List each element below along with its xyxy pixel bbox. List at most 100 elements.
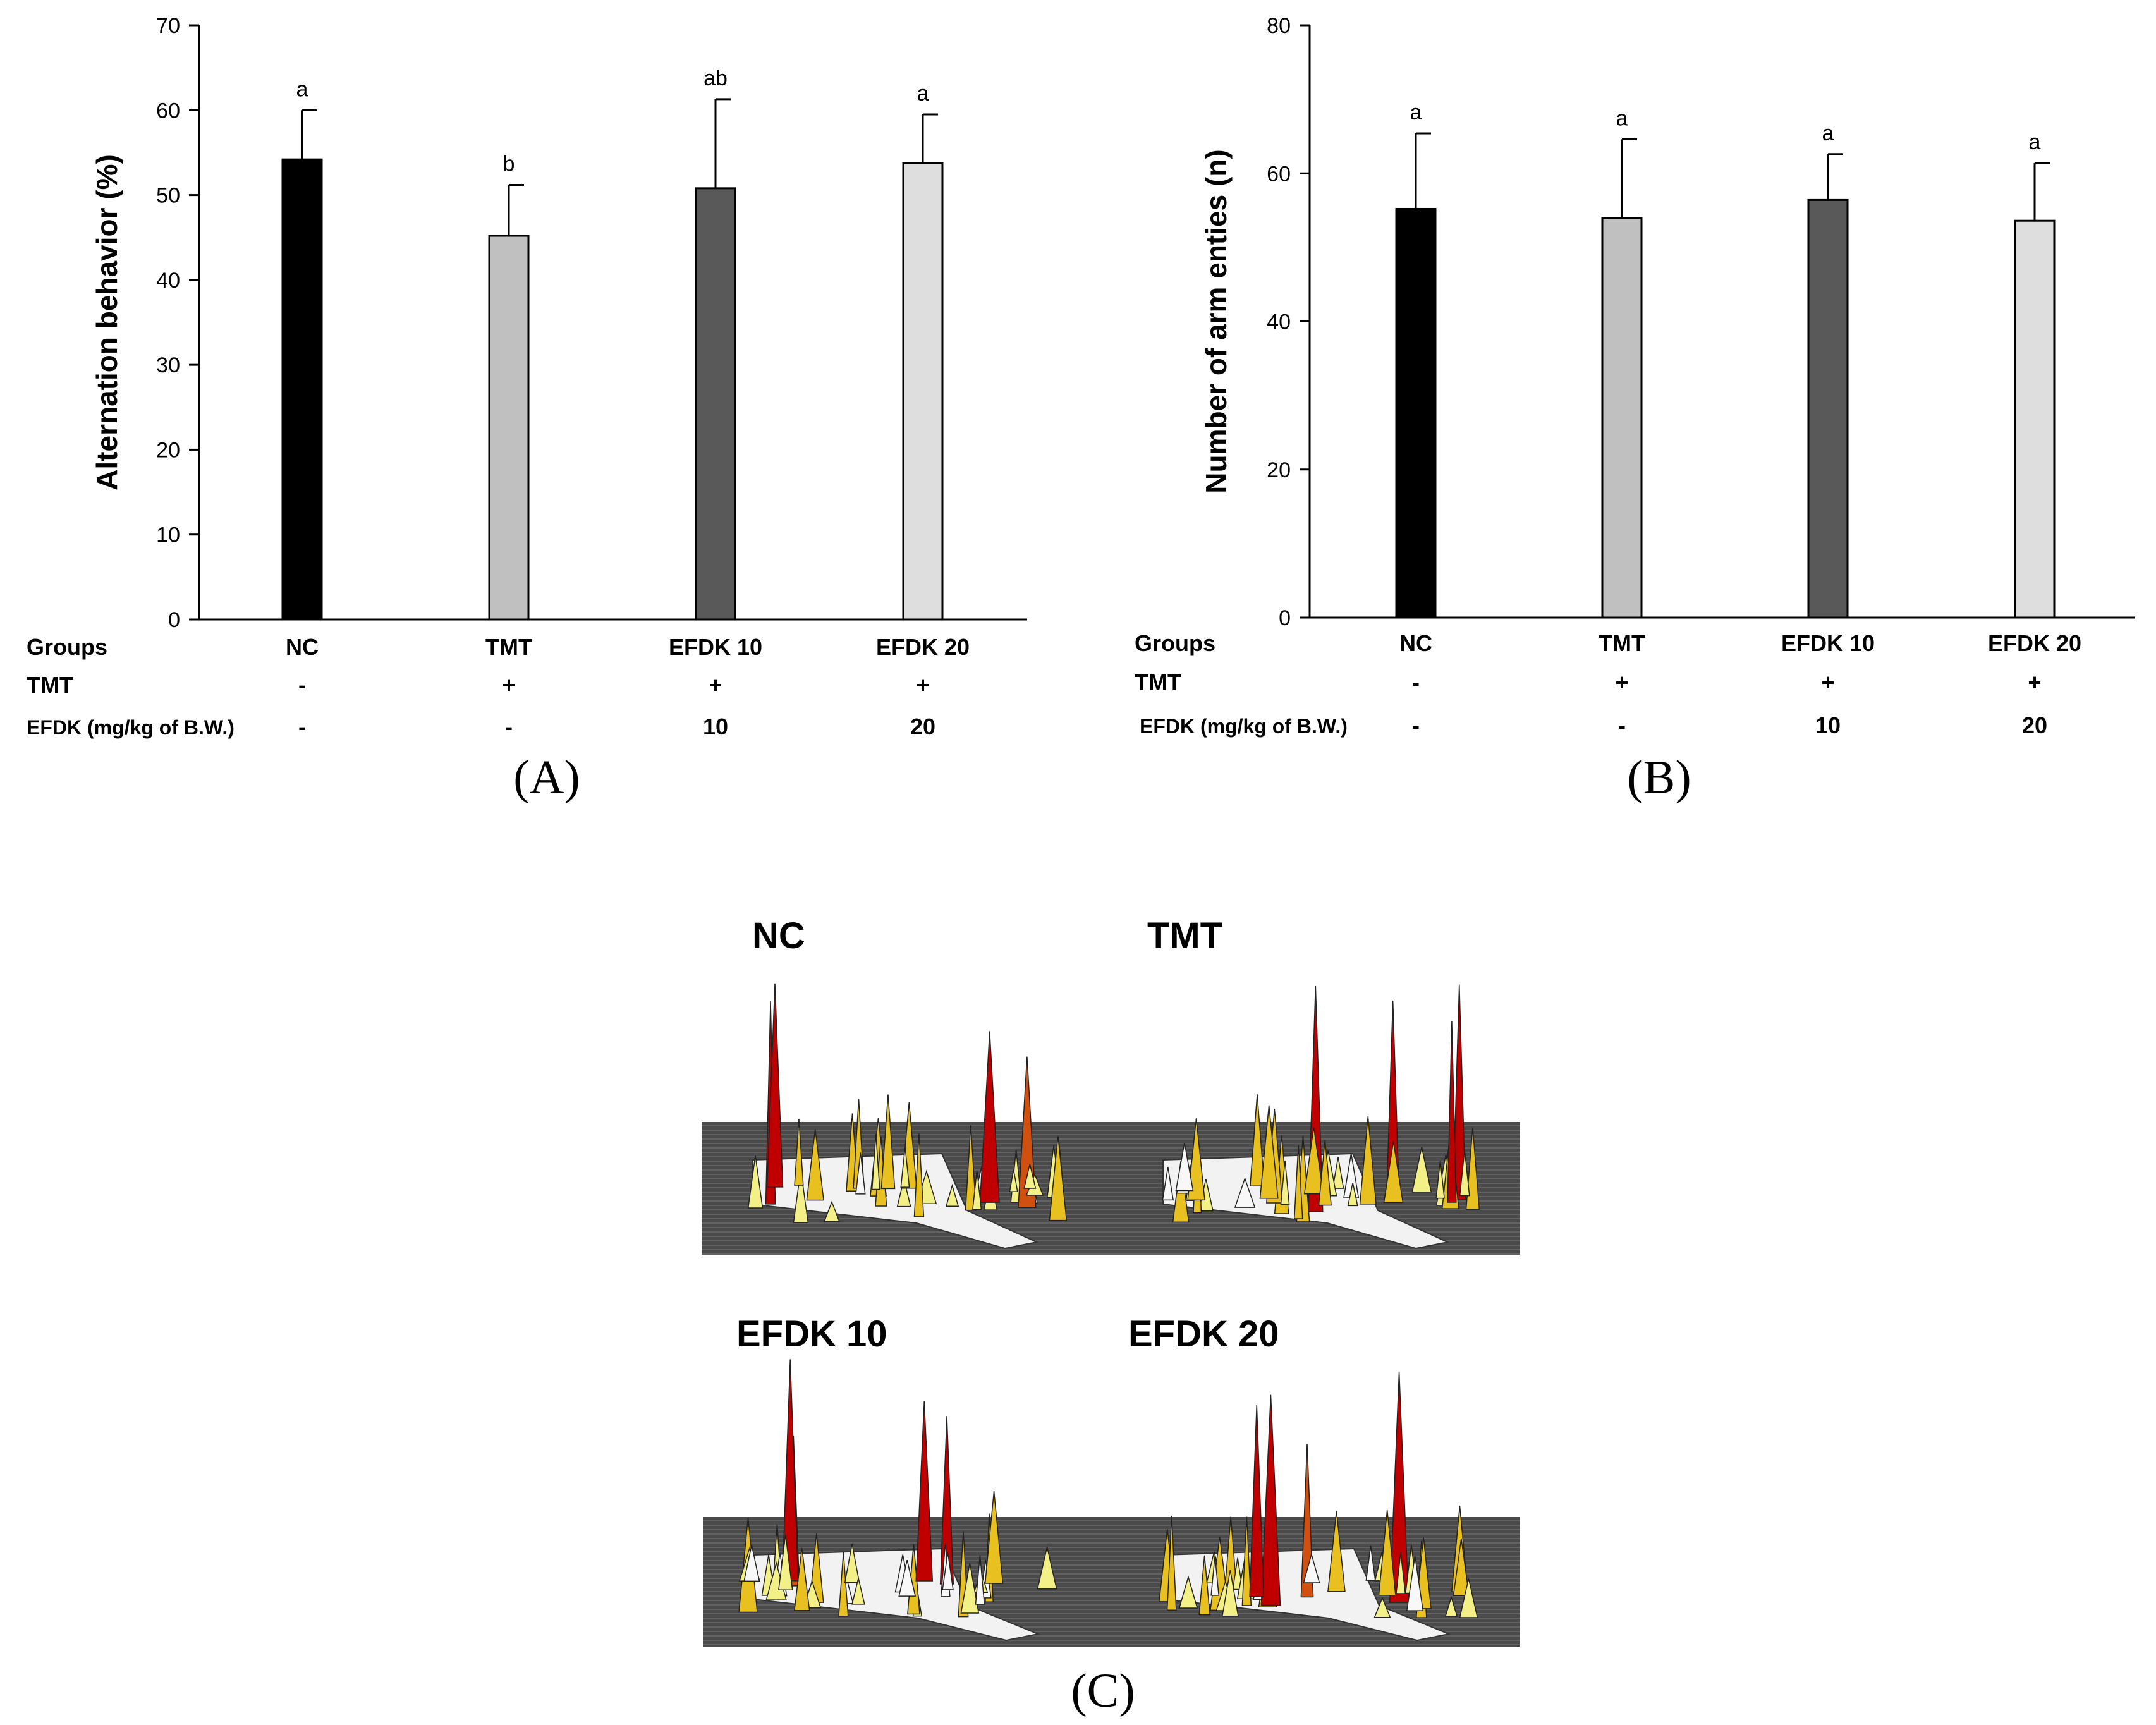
category-label-a: TMT <box>485 634 532 660</box>
bar-a <box>695 187 736 621</box>
activity-peak <box>896 1178 911 1207</box>
activity-peak <box>1234 1176 1256 1208</box>
activity-map-3 <box>1159 1371 1478 1642</box>
significance-label-b: a <box>1410 101 1422 125</box>
y-tick-label-a: 40 <box>156 269 180 293</box>
activity-peak <box>794 1119 804 1186</box>
bar-b <box>1807 198 1849 619</box>
activity-map-2 <box>738 1359 1057 1642</box>
row-label-groups-a: Groups <box>27 634 107 660</box>
category-label-b: EFDK 20 <box>1988 630 2081 656</box>
activity-peak <box>880 1094 896 1190</box>
activity-peak <box>1241 1516 1252 1606</box>
activity-peak <box>1280 1160 1290 1205</box>
activity-peak <box>1250 1094 1265 1187</box>
activity-peak <box>984 1491 1004 1584</box>
tmt-row-value-b: + <box>1615 669 1628 695</box>
activity-peak <box>1465 1127 1480 1210</box>
activity-peak <box>1435 1160 1445 1199</box>
activity-peak <box>1396 1552 1406 1594</box>
activity-peak <box>838 1552 849 1617</box>
y-tick-label-a: 30 <box>156 353 180 377</box>
activity-peak <box>979 1031 1000 1203</box>
panel-label-b: (B) <box>1627 751 1691 804</box>
efdk-row-value-a: 10 <box>703 714 728 740</box>
activity-peak <box>1365 1545 1376 1581</box>
activity-peak <box>1210 1556 1220 1596</box>
activity-peak <box>1383 1141 1404 1204</box>
y-axis-label-a: Alternation behavior (%) <box>90 154 123 491</box>
activity-peak <box>1198 1555 1210 1616</box>
y-axis-label-b: Number of arm enties (n) <box>1200 149 1233 493</box>
row-label-tmt-a: TMT <box>27 672 73 698</box>
activity-peak <box>975 1555 985 1605</box>
base-ridge <box>752 1152 1039 1250</box>
y-tick-label-a: 50 <box>156 184 180 208</box>
activity-peak <box>1221 1570 1239 1617</box>
activity-peak <box>1166 1516 1177 1611</box>
activity-peak <box>1378 1509 1396 1596</box>
bar-a <box>281 158 323 621</box>
efdk-row-value-b: 10 <box>1815 712 1841 738</box>
activity-peak <box>1037 1547 1057 1590</box>
activity-peak <box>1303 1552 1320 1583</box>
activity-map-0 <box>747 983 1068 1250</box>
activity-peak <box>972 1170 982 1210</box>
activity-peak <box>1447 1021 1457 1203</box>
activity-peak <box>1327 1511 1346 1592</box>
activity-peak <box>1459 1578 1478 1618</box>
row-label-efdk-a: EFDK (mg/kg of B.W.) <box>27 716 234 739</box>
activity-peak <box>1259 1105 1279 1199</box>
activity-peak <box>806 1129 824 1201</box>
y-tick-label-a: 0 <box>168 608 180 632</box>
efdk-row-value-b: - <box>1618 712 1626 738</box>
activity-peak <box>1162 1167 1174 1201</box>
row-label-efdk-b: EFDK (mg/kg of B.W.) <box>1140 715 1348 738</box>
category-label-b: TMT <box>1599 630 1645 656</box>
map-label: NC <box>752 915 805 956</box>
heatmap-panel-c: NC TMT EFDK 10 EFDK 20 (C) <box>702 915 1520 1717</box>
significance-label-a: a <box>296 77 308 101</box>
activity-peak <box>1332 1157 1344 1189</box>
category-label-a: EFDK 20 <box>876 634 970 660</box>
activity-peak <box>1318 1140 1332 1206</box>
activity-peak <box>1249 1405 1265 1597</box>
activity-peak <box>743 1545 760 1582</box>
activity-peak <box>1293 1145 1303 1219</box>
activity-peak <box>1452 984 1466 1200</box>
activity-peak <box>824 1200 840 1222</box>
chart-panel-a: 0 10 20 30 40 50 60 70 Alternation behavior (%) a… <box>27 14 1027 804</box>
tmt-row-value-a: - <box>298 672 306 698</box>
activity-peak <box>942 1552 954 1590</box>
activity-peak <box>1389 1371 1410 1603</box>
activity-peak <box>1187 1118 1205 1201</box>
panel-label-c: (C) <box>1071 1664 1135 1717</box>
y-tick-label-a: 70 <box>156 14 180 38</box>
activity-peak <box>1175 1143 1194 1192</box>
activity-peak <box>1444 1595 1458 1617</box>
bar-b <box>1601 217 1643 619</box>
y-tick-label-a: 60 <box>156 99 180 123</box>
efdk-row-value-a: - <box>505 714 513 740</box>
activity-peak <box>1373 1597 1391 1618</box>
map-label: EFDK 20 <box>1128 1314 1279 1355</box>
tmt-row-value-b: + <box>1821 669 1834 695</box>
activity-peak <box>900 1147 910 1188</box>
activity-peak <box>915 1401 934 1582</box>
significance-label-b: a <box>2029 130 2041 154</box>
bar-b <box>2014 219 2056 619</box>
y-tick-label-a: 20 <box>156 438 180 462</box>
activity-peak <box>965 1125 977 1211</box>
activity-peak <box>1023 1164 1037 1189</box>
y-tick-label-b: 60 <box>1267 162 1291 186</box>
chart-panel-b: 0 20 40 60 80 Number of arm enties (n) a NC - - a T… <box>1135 14 2135 804</box>
activity-peak <box>747 1155 764 1209</box>
bar-a <box>902 162 944 621</box>
activity-peak <box>851 1578 865 1605</box>
activity-peak <box>1459 1150 1470 1197</box>
y-tick-label-b: 0 <box>1279 606 1291 630</box>
activity-peak <box>1303 1127 1324 1195</box>
activity-map-1 <box>1162 984 1480 1250</box>
significance-label-a: ab <box>703 66 728 90</box>
